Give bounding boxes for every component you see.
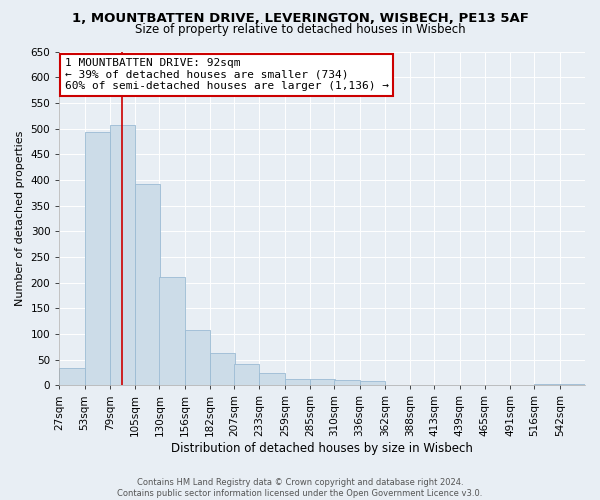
Bar [135, 184, 160, 386]
Bar [110, 125, 135, 386]
X-axis label: Distribution of detached houses by size in Wisbech: Distribution of detached houses by size … [171, 442, 473, 455]
Bar [85, 132, 110, 386]
Bar [160, 278, 185, 386]
Y-axis label: Number of detached properties: Number of detached properties [15, 130, 25, 306]
Bar [185, 330, 210, 386]
Bar [535, 384, 560, 386]
Bar [359, 381, 385, 386]
Bar [210, 354, 235, 386]
Text: 1 MOUNTBATTEN DRIVE: 92sqm
← 39% of detached houses are smaller (734)
60% of sem: 1 MOUNTBATTEN DRIVE: 92sqm ← 39% of deta… [65, 58, 389, 92]
Bar [285, 378, 310, 386]
Bar [310, 378, 335, 386]
Bar [560, 384, 585, 386]
Text: Size of property relative to detached houses in Wisbech: Size of property relative to detached ho… [134, 22, 466, 36]
Text: Contains HM Land Registry data © Crown copyright and database right 2024.
Contai: Contains HM Land Registry data © Crown c… [118, 478, 482, 498]
Text: 1, MOUNTBATTEN DRIVE, LEVERINGTON, WISBECH, PE13 5AF: 1, MOUNTBATTEN DRIVE, LEVERINGTON, WISBE… [71, 12, 529, 26]
Bar [259, 374, 285, 386]
Bar [334, 380, 359, 386]
Bar [59, 368, 85, 386]
Bar [234, 364, 259, 386]
